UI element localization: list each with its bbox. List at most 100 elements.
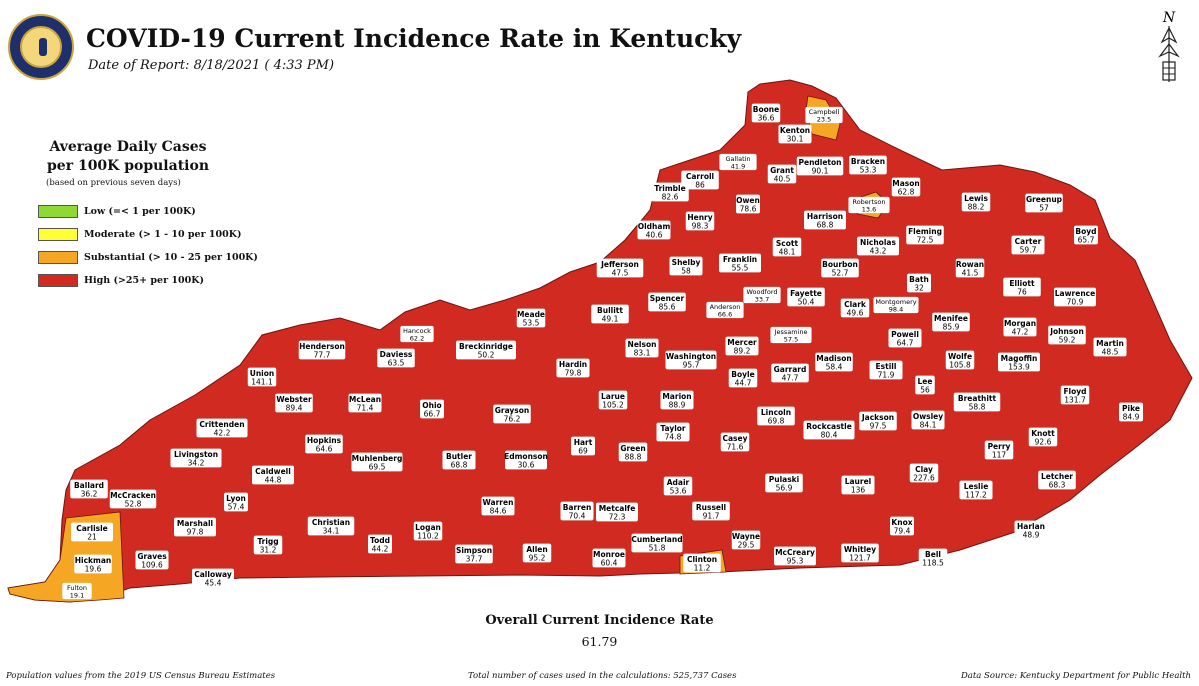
county-label-box (637, 220, 671, 240)
county-rate: 105.2 (602, 401, 624, 410)
county-label-box (196, 418, 248, 438)
county-label-box (1038, 470, 1076, 490)
county-label-box (720, 432, 750, 452)
county-rate: 19.6 (85, 565, 102, 574)
county-rate: 82.6 (662, 193, 679, 202)
county-name: Washington (666, 352, 716, 361)
county-rate: 13.6 (862, 206, 876, 214)
county-rate: 79.4 (894, 527, 911, 536)
county-name: Bourbon (822, 260, 858, 269)
county-label-box (174, 517, 216, 537)
county-label-box (456, 340, 516, 360)
county-label-box (135, 550, 169, 570)
county-name: Madison (816, 354, 851, 363)
county-label-box (413, 521, 443, 541)
county-name: Shelby (672, 258, 701, 267)
county-name: Boyle (731, 370, 754, 379)
county-label-box (560, 501, 594, 521)
county-rate: 49.1 (602, 315, 619, 324)
county-label-box (805, 106, 843, 124)
county-name: Hopkins (307, 436, 342, 445)
county-rate: 98.4 (889, 306, 903, 314)
county-rate: 69 (578, 447, 588, 456)
county-name: Hart (574, 438, 593, 447)
county-rate: 98.3 (692, 222, 709, 231)
county-rate: 49.6 (847, 309, 864, 318)
county-name: Crittenden (199, 420, 244, 429)
county-rate: 69.8 (768, 417, 785, 426)
county-label-box (848, 196, 890, 214)
county-name: Bath (909, 275, 929, 284)
county-rate: 88.9 (669, 401, 686, 410)
county-rate: 89.4 (286, 404, 303, 413)
county-label-box (955, 258, 985, 278)
county-name: Powell (891, 330, 919, 339)
county-label-box (1054, 287, 1096, 307)
county-label-box (1119, 402, 1143, 422)
county-name: Clark (844, 300, 867, 309)
county-rate: 52.8 (125, 500, 142, 509)
county-label-box (442, 450, 476, 470)
county-rate: 40.5 (774, 175, 791, 184)
legend-swatch (38, 228, 78, 241)
county-rate: 153.9 (1008, 363, 1030, 372)
county-name: Harrison (807, 212, 843, 221)
county-rate: 66.6 (718, 311, 732, 319)
county-label-box (648, 292, 686, 312)
county-rate: 34.2 (188, 459, 205, 468)
county-label-box (348, 393, 382, 413)
county-label-box (455, 544, 493, 564)
county-label-box (247, 367, 277, 387)
county-label-box (770, 326, 812, 344)
county-name: Muhlenberg (352, 454, 403, 463)
county-name: Rockcastle (806, 422, 852, 431)
county-rate: 68.3 (1049, 481, 1066, 490)
county-name: Laurel (845, 477, 872, 486)
county-rate: 89.2 (734, 347, 751, 356)
county-label-box (665, 350, 717, 370)
county-name: Lyon (226, 494, 246, 503)
county-rate: 29.5 (738, 541, 755, 550)
county-rate: 64.6 (316, 445, 333, 454)
county-rate: 97.5 (870, 422, 887, 431)
county-rate: 71.9 (878, 371, 895, 380)
county-label-box (556, 358, 590, 378)
county-name: Webster (276, 395, 312, 404)
county-name: Cumberland (631, 535, 682, 544)
county-rate: 45.4 (205, 579, 222, 588)
county-label-box (493, 404, 531, 424)
county-label-box (71, 522, 113, 542)
north-label: N (1162, 10, 1176, 26)
county-rate: 57 (1039, 204, 1049, 213)
county-rate: 84.6 (490, 507, 507, 516)
county-name: Lincoln (761, 408, 791, 417)
county-label-box (1011, 235, 1045, 255)
county-rate: 109.6 (141, 561, 163, 570)
county-label-box (516, 308, 546, 328)
county-rate: 65.7 (1078, 236, 1095, 245)
kentucky-seal-logo (8, 14, 74, 80)
county-label-box (681, 170, 719, 190)
county-label-box (909, 463, 939, 483)
